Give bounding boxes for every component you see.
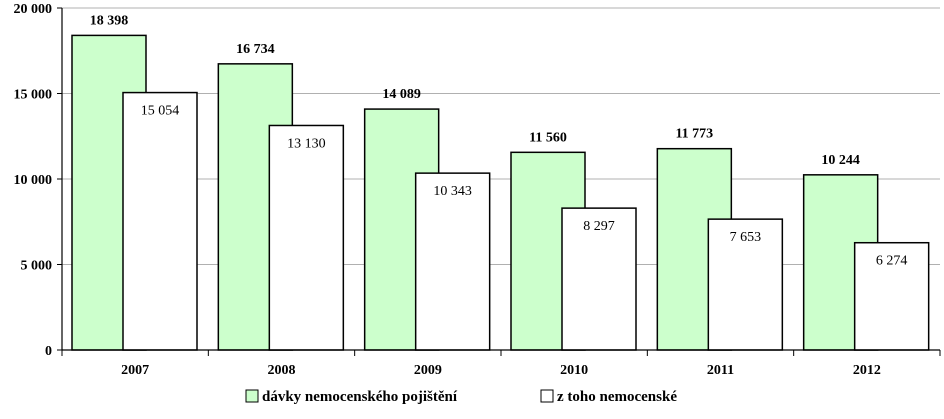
bar-nemocenske xyxy=(707,218,784,351)
data-label-nemocenske: 13 130 xyxy=(287,136,326,151)
data-label-nemocenske: 8 297 xyxy=(583,219,615,234)
legend: dávky nemocenského pojištění z toho nemoc… xyxy=(245,389,677,405)
y-tick-label: 15 000 xyxy=(14,88,53,103)
legend-label-nemocenske: z toho nemocenské xyxy=(557,389,677,405)
y-tick-label: 0 xyxy=(45,344,52,359)
data-label-davky: 16 734 xyxy=(236,42,275,57)
data-label-nemocenske: 15 054 xyxy=(141,104,180,119)
bar-nemocenske xyxy=(561,207,637,351)
x-tick-label: 2011 xyxy=(707,363,734,378)
x-tick-label: 2007 xyxy=(121,363,149,378)
data-label-nemocenske: 7 653 xyxy=(730,230,762,245)
y-tick-label: 20 000 xyxy=(14,2,53,17)
bar-nemocenske xyxy=(414,172,491,351)
data-label-nemocenske: 10 343 xyxy=(433,184,472,199)
data-label-davky: 10 244 xyxy=(821,153,860,168)
x-tick-label: 2012 xyxy=(853,363,881,378)
x-tick-label: 2008 xyxy=(268,363,296,378)
axes: 0 5 000 10 000 15 000 20 000 2007 2008 2009 2010… xyxy=(14,2,941,378)
bars xyxy=(71,34,930,351)
data-label-davky: 11 773 xyxy=(675,127,713,142)
y-tick-label: 10 000 xyxy=(14,173,53,188)
data-labels: 18 398 15 054 16 734 13 130 14 089 10 343 11 5… xyxy=(90,13,908,268)
legend-swatch-davky xyxy=(245,389,259,403)
bar-nemocenske xyxy=(122,91,198,351)
legend-label-davky: dávky nemocenského pojištění xyxy=(262,389,458,405)
legend-swatch-nemocenske xyxy=(540,389,554,403)
bar-nemocenske xyxy=(268,124,345,351)
data-label-davky: 11 560 xyxy=(529,130,567,145)
x-tick-label: 2009 xyxy=(414,363,442,378)
bar-nemocenske xyxy=(853,241,930,351)
gridlines xyxy=(62,7,940,265)
data-label-davky: 14 089 xyxy=(382,87,421,102)
x-tick-label: 2010 xyxy=(560,363,588,378)
data-label-davky: 18 398 xyxy=(90,13,129,28)
data-label-nemocenske: 6 274 xyxy=(876,254,908,269)
y-tick-label: 5 000 xyxy=(21,259,53,274)
